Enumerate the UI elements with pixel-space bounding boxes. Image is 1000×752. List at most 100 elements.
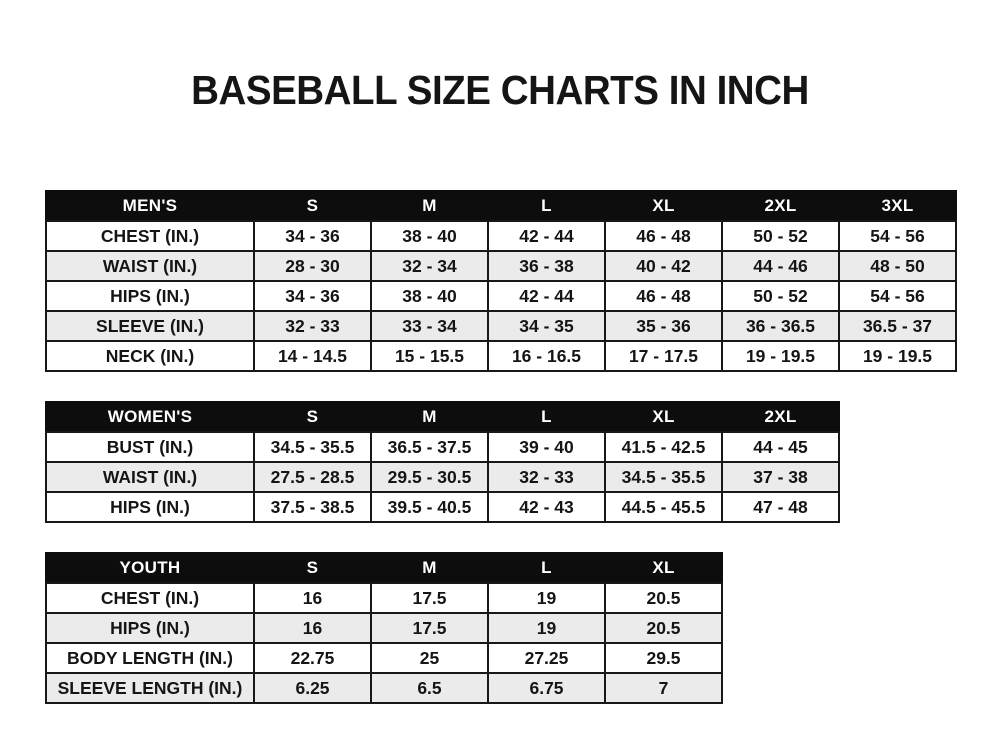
size-value-cell: 6.25 [253, 672, 372, 705]
youth-size-col-header: L [487, 552, 606, 585]
size-value-cell: 54 - 56 [838, 280, 957, 313]
size-value-cell: 16 - 16.5 [487, 340, 606, 373]
size-value-cell: 34 - 36 [253, 280, 372, 313]
size-tables-container: MEN'S S M L XL 2XL 3XL CHEST (IN.) 34 - 36 38 - 4… [45, 190, 1000, 705]
size-value-cell: 39.5 - 40.5 [370, 491, 489, 524]
size-value-cell: 14 - 14.5 [253, 340, 372, 373]
size-value-cell: 37 - 38 [721, 461, 840, 494]
size-value-cell: 15 - 15.5 [370, 340, 489, 373]
size-value-cell: 16 [253, 612, 372, 645]
size-value-cell: 36.5 - 37 [838, 310, 957, 343]
row-label: SLEEVE (IN.) [45, 310, 255, 343]
womens-size-col-header: 2XL [721, 401, 840, 434]
size-value-cell: 42 - 44 [487, 280, 606, 313]
size-value-cell: 32 - 34 [370, 250, 489, 283]
size-value-cell: 44.5 - 45.5 [604, 491, 723, 524]
row-label: WAIST (IN.) [45, 250, 255, 283]
size-value-cell: 16 [253, 582, 372, 615]
size-value-cell: 42 - 44 [487, 220, 606, 253]
size-value-cell: 36.5 - 37.5 [370, 431, 489, 464]
size-value-cell: 36 - 38 [487, 250, 606, 283]
mens-size-col-header: XL [604, 190, 723, 223]
youth-size-table: YOUTH S M L XL CHEST (IN.) 16 17.5 19 20.5 HIPS (I… [45, 552, 723, 705]
row-label: HIPS (IN.) [45, 280, 255, 313]
mens-table-title: MEN'S [45, 190, 255, 223]
size-value-cell: 19 - 19.5 [721, 340, 840, 373]
row-label: WAIST (IN.) [45, 461, 255, 494]
row-label: BODY LENGTH (IN.) [45, 642, 255, 675]
row-label: BUST (IN.) [45, 431, 255, 464]
mens-size-col-header: 3XL [838, 190, 957, 223]
youth-table-title: YOUTH [45, 552, 255, 585]
size-value-cell: 20.5 [604, 612, 723, 645]
row-label: CHEST (IN.) [45, 220, 255, 253]
mens-size-col-header: L [487, 190, 606, 223]
size-value-cell: 46 - 48 [604, 220, 723, 253]
size-value-cell: 32 - 33 [487, 461, 606, 494]
size-value-cell: 42 - 43 [487, 491, 606, 524]
page-title: BASEBALL SIZE CHARTS IN INCH [191, 67, 809, 113]
size-value-cell: 34 - 35 [487, 310, 606, 343]
size-value-cell: 50 - 52 [721, 220, 840, 253]
size-value-cell: 33 - 34 [370, 310, 489, 343]
row-label: HIPS (IN.) [45, 612, 255, 645]
table-row: HIPS (IN.) 37.5 - 38.5 39.5 - 40.5 42 - 43 4… [45, 491, 840, 524]
womens-table-title: WOMEN'S [45, 401, 255, 434]
table-row: NECK (IN.) 14 - 14.5 15 - 15.5 16 - 16.5 17 … [45, 340, 957, 373]
size-value-cell: 19 [487, 612, 606, 645]
size-value-cell: 38 - 40 [370, 220, 489, 253]
table-row: WAIST (IN.) 28 - 30 32 - 34 36 - 38 40 - 42 4… [45, 250, 957, 283]
table-row: HIPS (IN.) 34 - 36 38 - 40 42 - 44 46 - 48 50… [45, 280, 957, 313]
size-value-cell: 29.5 - 30.5 [370, 461, 489, 494]
mens-size-table: MEN'S S M L XL 2XL 3XL CHEST (IN.) 34 - 36 38 - 4… [45, 190, 957, 373]
womens-size-col-header: M [370, 401, 489, 434]
size-value-cell: 41.5 - 42.5 [604, 431, 723, 464]
size-value-cell: 44 - 45 [721, 431, 840, 464]
youth-size-col-header: M [370, 552, 489, 585]
row-label: SLEEVE LENGTH (IN.) [45, 672, 255, 705]
size-value-cell: 29.5 [604, 642, 723, 675]
size-value-cell: 40 - 42 [604, 250, 723, 283]
size-value-cell: 37.5 - 38.5 [253, 491, 372, 524]
row-label: NECK (IN.) [45, 340, 255, 373]
womens-size-col-header: L [487, 401, 606, 434]
table-row: WAIST (IN.) 27.5 - 28.5 29.5 - 30.5 32 - 33… [45, 461, 840, 494]
youth-header-row: YOUTH S M L XL [45, 552, 723, 585]
size-value-cell: 54 - 56 [838, 220, 957, 253]
size-value-cell: 32 - 33 [253, 310, 372, 343]
size-value-cell: 25 [370, 642, 489, 675]
size-value-cell: 20.5 [604, 582, 723, 615]
size-value-cell: 34.5 - 35.5 [253, 431, 372, 464]
size-value-cell: 7 [604, 672, 723, 705]
size-value-cell: 44 - 46 [721, 250, 840, 283]
size-value-cell: 6.5 [370, 672, 489, 705]
size-value-cell: 6.75 [487, 672, 606, 705]
size-value-cell: 48 - 50 [838, 250, 957, 283]
womens-size-table: WOMEN'S S M L XL 2XL BUST (IN.) 34.5 - 35.5 36.5… [45, 401, 840, 524]
mens-size-col-header: M [370, 190, 489, 223]
row-label: HIPS (IN.) [45, 491, 255, 524]
table-row: HIPS (IN.) 16 17.5 19 20.5 [45, 612, 723, 645]
table-row: CHEST (IN.) 16 17.5 19 20.5 [45, 582, 723, 615]
size-value-cell: 19 - 19.5 [838, 340, 957, 373]
size-value-cell: 27.25 [487, 642, 606, 675]
size-value-cell: 39 - 40 [487, 431, 606, 464]
size-value-cell: 27.5 - 28.5 [253, 461, 372, 494]
size-value-cell: 34 - 36 [253, 220, 372, 253]
mens-size-col-header: S [253, 190, 372, 223]
womens-size-col-header: XL [604, 401, 723, 434]
size-value-cell: 34.5 - 35.5 [604, 461, 723, 494]
table-row: CHEST (IN.) 34 - 36 38 - 40 42 - 44 46 - 48 5… [45, 220, 957, 253]
size-value-cell: 50 - 52 [721, 280, 840, 313]
mens-header-row: MEN'S S M L XL 2XL 3XL [45, 190, 957, 223]
youth-size-col-header: XL [604, 552, 723, 585]
size-value-cell: 38 - 40 [370, 280, 489, 313]
size-value-cell: 35 - 36 [604, 310, 723, 343]
mens-size-col-header: 2XL [721, 190, 840, 223]
size-value-cell: 47 - 48 [721, 491, 840, 524]
table-row: BODY LENGTH (IN.) 22.75 25 27.25 29.5 [45, 642, 723, 675]
table-row: BUST (IN.) 34.5 - 35.5 36.5 - 37.5 39 - 40 4… [45, 431, 840, 464]
table-row: SLEEVE LENGTH (IN.) 6.25 6.5 6.75 7 [45, 672, 723, 705]
size-value-cell: 17 - 17.5 [604, 340, 723, 373]
